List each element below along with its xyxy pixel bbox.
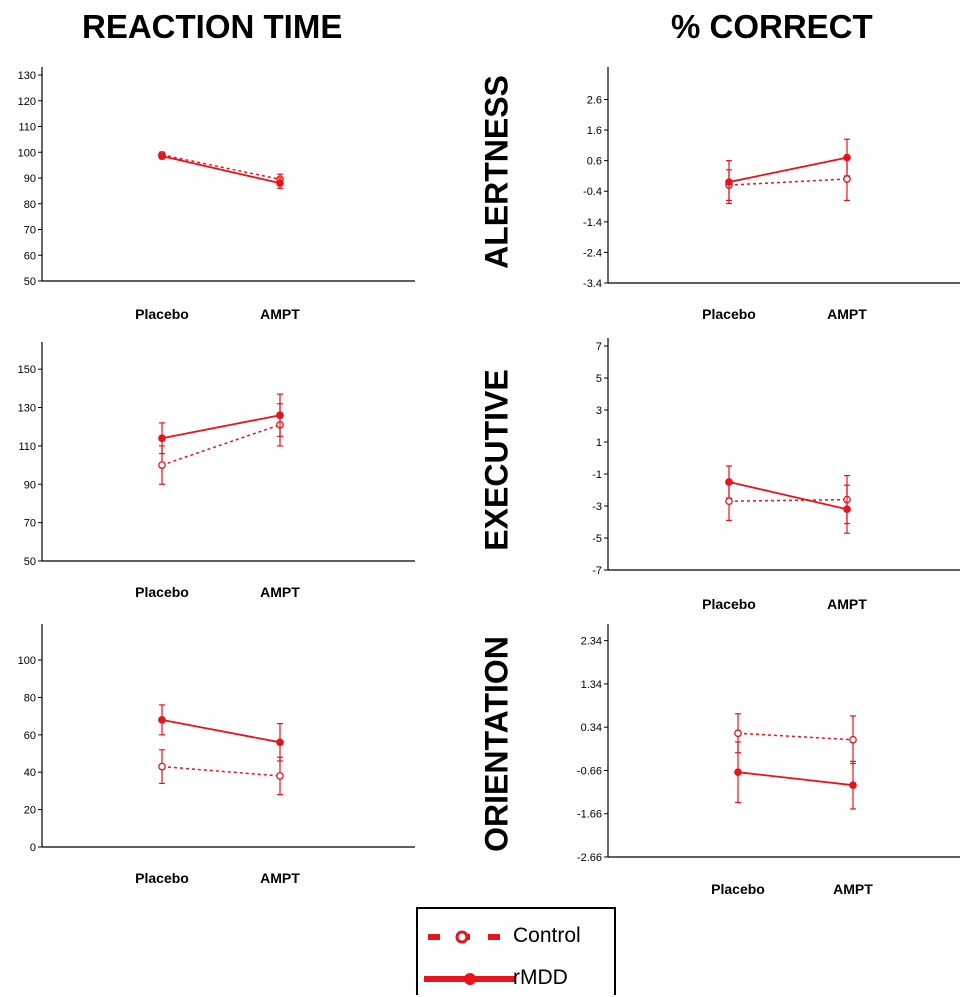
- data-point-rmdd: [734, 768, 742, 777]
- series-line-rmdd: [728, 481, 848, 511]
- legend: Control rMDD: [416, 907, 616, 995]
- data-point-control: [849, 735, 857, 744]
- y-tick-label: -1.4: [583, 217, 602, 229]
- y-tick-label: 110: [18, 122, 36, 134]
- y-tick-label: 110: [18, 441, 36, 453]
- data-point-control: [158, 762, 166, 771]
- series-line-control: [737, 732, 854, 741]
- y-tick-label: 100: [18, 655, 36, 667]
- data-point-rmdd: [843, 153, 851, 162]
- y-tick-label: 20: [24, 805, 36, 817]
- series-line-rmdd: [728, 156, 848, 183]
- y-tick-label: 150: [18, 364, 36, 376]
- y-tick-label: 100: [18, 147, 36, 159]
- data-point-rmdd: [849, 781, 857, 790]
- data-point-rmdd: [725, 178, 733, 186]
- series-line-rmdd: [161, 414, 281, 440]
- series-line-rmdd: [161, 155, 281, 185]
- data-point-control: [276, 772, 284, 780]
- y-tick-label: 80: [24, 692, 36, 704]
- legend-control-marker: [455, 930, 469, 944]
- y-tick-label: -0.4: [583, 186, 602, 198]
- y-tick-label: -2.4: [583, 247, 602, 259]
- data-point-rmdd: [276, 738, 284, 747]
- y-tick-label: 40: [24, 767, 36, 779]
- y-tick-label: 3: [596, 405, 602, 417]
- category-label-ampt: AMPT: [260, 870, 300, 886]
- percent-correct-header: % CORRECT: [671, 8, 873, 45]
- category-label-placebo: Placebo: [702, 306, 756, 322]
- y-tick-label: 1: [596, 437, 602, 449]
- category-label-ampt: AMPT: [833, 881, 873, 897]
- y-tick-label: 80: [24, 199, 36, 211]
- y-tick-label: 2.6: [587, 94, 602, 106]
- y-tick-label: 130: [18, 403, 36, 415]
- y-tick-label: 90: [24, 479, 36, 491]
- series-line-rmdd: [737, 771, 854, 787]
- data-point-control: [158, 461, 166, 469]
- y-tick-label: 5: [596, 373, 602, 385]
- y-tick-label: 0: [30, 842, 36, 854]
- y-tick-label: 0.34: [581, 722, 602, 734]
- category-label-placebo: Placebo: [702, 596, 756, 612]
- y-tick-label: 2.34: [581, 636, 602, 648]
- data-point-rmdd: [276, 179, 284, 187]
- category-label-placebo: Placebo: [711, 881, 765, 897]
- category-label-placebo: Placebo: [135, 306, 189, 322]
- y-tick-label: 90: [24, 173, 36, 185]
- series-line-control: [161, 424, 281, 466]
- y-tick-label: -2.66: [577, 852, 602, 864]
- data-point-rmdd: [725, 478, 733, 486]
- y-tick-label: 70: [24, 225, 36, 237]
- y-tick-label: -3.4: [583, 278, 602, 290]
- data-point-rmdd: [158, 716, 166, 724]
- data-point-rmdd: [158, 152, 166, 160]
- y-tick-label: 1.6: [587, 125, 602, 137]
- reaction-time-header: REACTION TIME: [82, 8, 343, 45]
- legend-control-label: Control: [513, 924, 581, 947]
- legend-rmdd-label: rMDD: [513, 966, 568, 989]
- category-label-ampt: AMPT: [260, 306, 300, 322]
- data-point-rmdd: [843, 505, 851, 514]
- y-tick-label: 70: [24, 518, 36, 530]
- y-tick-label: 60: [24, 250, 36, 262]
- series-line-control: [728, 178, 848, 186]
- category-label-ampt: AMPT: [827, 306, 867, 322]
- series-line-control: [161, 765, 281, 777]
- y-tick-label: 1.34: [581, 679, 602, 691]
- series-line-rmdd: [161, 718, 281, 744]
- series-line-control: [161, 154, 281, 181]
- y-tick-label: 120: [18, 96, 36, 108]
- y-tick-label: 50: [24, 276, 36, 288]
- category-label-placebo: Placebo: [135, 870, 189, 886]
- y-tick-label: -7: [592, 565, 602, 577]
- series-line-control: [728, 498, 848, 502]
- legend-symbols: [424, 930, 516, 985]
- y-tick-label: 130: [18, 70, 36, 82]
- y-tick-label: 60: [24, 730, 36, 742]
- y-tick-label: 0.6: [587, 156, 602, 168]
- legend-rmdd-marker: [464, 973, 476, 985]
- y-tick-label: 7: [596, 341, 602, 353]
- y-tick-label: 50: [24, 556, 36, 568]
- data-point-rmdd: [158, 434, 166, 443]
- y-tick-label: -1: [592, 469, 602, 481]
- category-label-ampt: AMPT: [827, 596, 867, 612]
- y-tick-label: -1.66: [577, 809, 602, 821]
- data-point-control: [734, 729, 742, 738]
- y-tick-label: -0.66: [577, 765, 602, 777]
- y-tick-label: -5: [592, 533, 602, 545]
- category-label-placebo: Placebo: [135, 584, 189, 600]
- y-tick-label: -3: [592, 501, 602, 513]
- category-label-ampt: AMPT: [260, 584, 300, 600]
- data-point-rmdd: [276, 411, 284, 420]
